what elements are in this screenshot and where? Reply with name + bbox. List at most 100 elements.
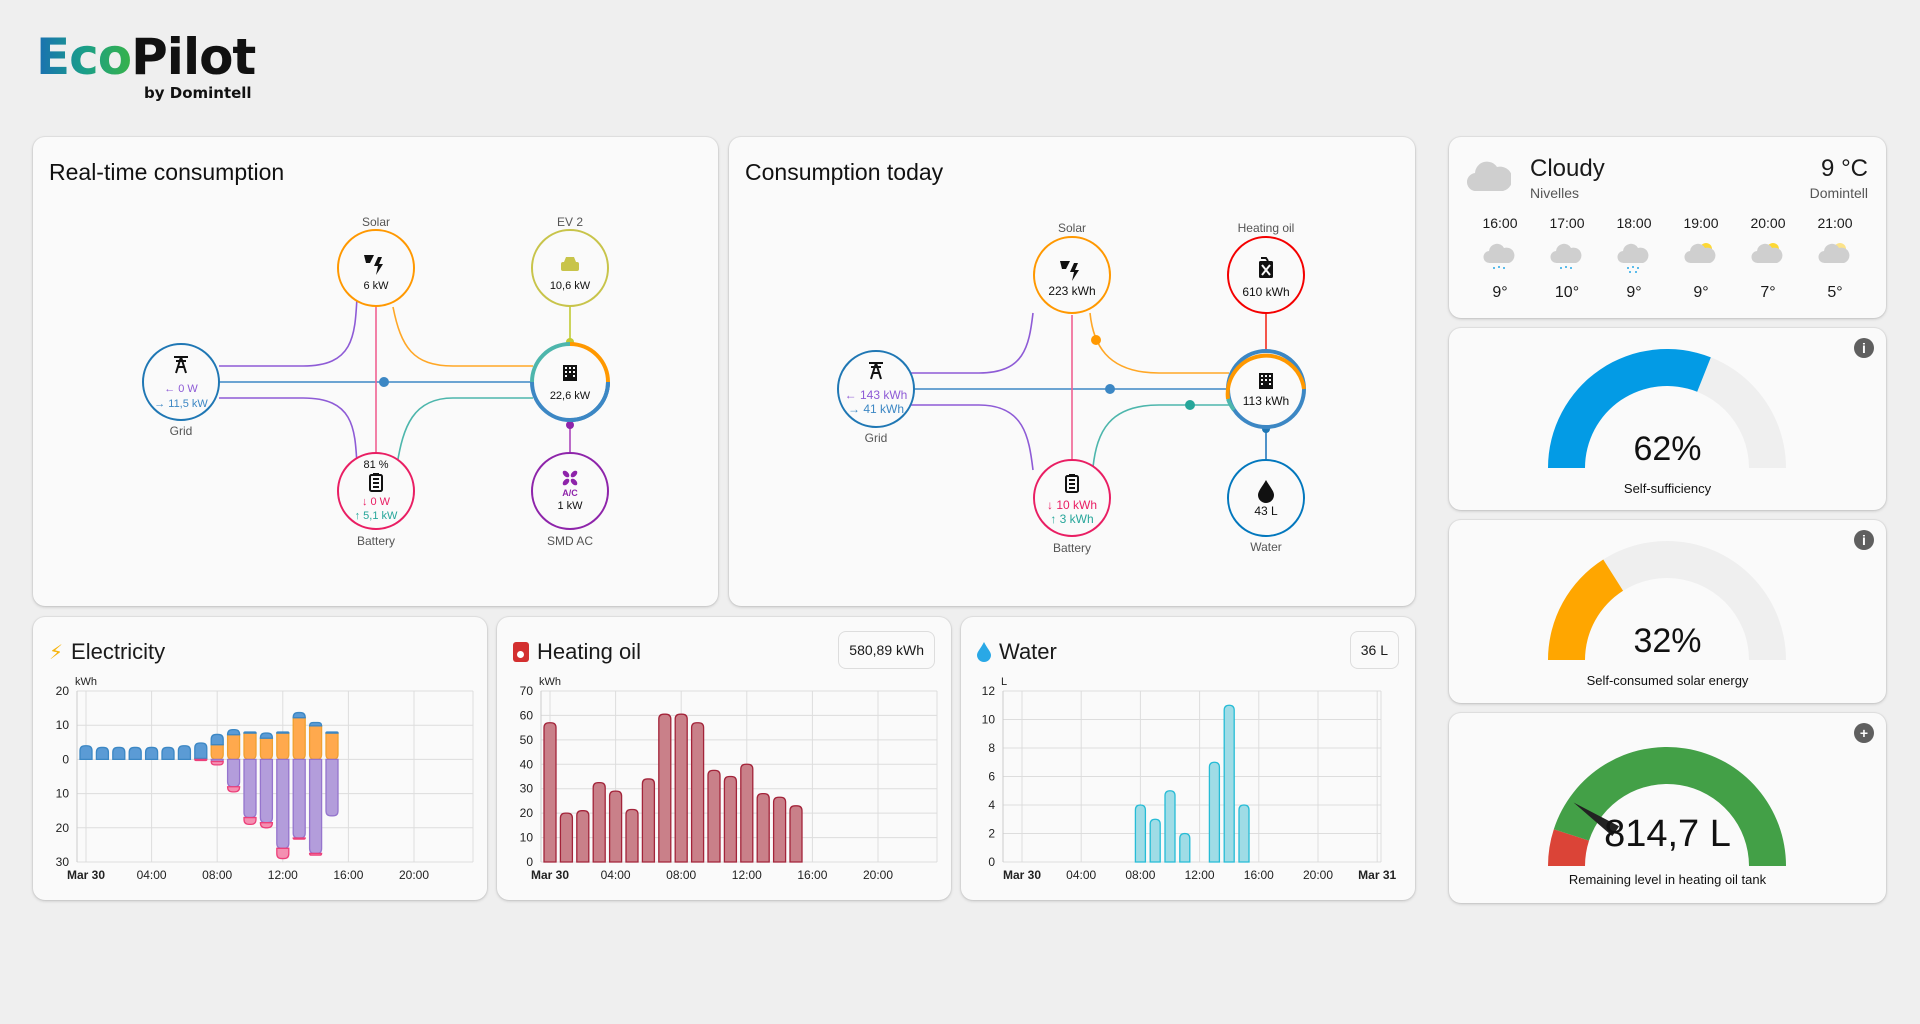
today-title: Consumption today [745, 159, 944, 185]
flow-solar-home [392, 306, 533, 367]
y-tick-label: 10 [56, 718, 70, 732]
flow-solar-home [1089, 312, 1229, 374]
self-consumed-solar-gauge [1548, 541, 1786, 660]
bar-heating-oil [740, 763, 754, 863]
y-tick-label: 20 [520, 806, 534, 820]
bar-heating-oil [707, 769, 721, 863]
oil-label: Heating oil [1238, 221, 1295, 235]
solar-value: 223 kWh [1048, 284, 1095, 298]
bar-solar [210, 744, 224, 761]
gauge-label: Remaining level in heating oil tank [1568, 872, 1767, 887]
water-value: 43 L [1254, 504, 1278, 518]
heating-oil-card: Heating oil 580,89 kWh kWh 70 60 50 40 30 20 10… [497, 617, 951, 900]
x-tick-label: 12:00 [1185, 868, 1215, 882]
gauge-fill [1548, 559, 1624, 660]
gauge-low-segment [1548, 829, 1590, 866]
y-tick-label: 40 [520, 757, 534, 771]
bar-heating-oil [608, 790, 623, 863]
flow-dot [1185, 400, 1195, 410]
flow-dot [566, 421, 574, 429]
home-ring-grid [530, 381, 610, 422]
water-total-badge[interactable]: 36 L [1349, 631, 1399, 669]
oil-value: 610 kWh [1242, 285, 1289, 299]
bar-grid-export [292, 758, 306, 839]
logo-tagline: by Domintell [144, 84, 252, 102]
grid-import: ← 143 kWh [845, 388, 908, 402]
bar-grid-export [243, 758, 257, 819]
forecast-temp: 9° [1626, 284, 1642, 301]
partly-cloudy-icon [1818, 243, 1850, 264]
grid-label: Grid [170, 424, 193, 438]
solar-power-icon [364, 255, 383, 275]
plus-icon[interactable]: + [1854, 723, 1874, 743]
x-tick-label: Mar 31 [1358, 868, 1396, 882]
solar-label: Solar [1058, 221, 1086, 235]
y-tick-label: 6 [988, 770, 995, 784]
y-tick-label: 20 [56, 821, 70, 835]
electricity-card: ⚡ Electricity kWh 20 10 0 10 20 30 Mar 30 04:00 0… [33, 617, 487, 900]
gauge-value: 62% [1633, 430, 1702, 468]
fan-icon [562, 470, 578, 486]
battery-node [1033, 459, 1111, 537]
heating-oil-level-card[interactable]: + 814,7 L Remaining level in heating oil… [1449, 713, 1886, 903]
bar-water [1164, 790, 1176, 863]
ecopilot-logo: EcoPilot by Domintell [36, 32, 256, 107]
bar-solar [292, 717, 306, 761]
axis-unit-label: L [1001, 676, 1007, 688]
forecast-time: 19:00 [1683, 215, 1719, 231]
bar-battery-charge [226, 786, 241, 793]
bar-heating-oil [641, 778, 656, 863]
bar-heating-oil [576, 810, 590, 863]
home-ring-battery [530, 342, 571, 383]
bar-solar [259, 737, 274, 761]
lightning-icon: ⚡ [49, 641, 64, 664]
y-tick-label: 10 [56, 787, 70, 801]
heating-oil-total-badge[interactable]: 580,89 kWh [838, 631, 935, 669]
bar-battery-charge [259, 822, 274, 829]
bar-grid-import [177, 745, 192, 761]
forecast-time: 16:00 [1482, 215, 1518, 231]
bar-heating-oil [625, 808, 639, 863]
x-tick-label: 12:00 [268, 868, 298, 882]
info-icon[interactable]: i [1854, 530, 1874, 550]
gauge-fill [1548, 349, 1711, 468]
flow-dot [1105, 384, 1115, 394]
water-label: Water [1250, 540, 1282, 554]
bar-solar [243, 732, 257, 761]
bar-battery-charge [308, 852, 323, 856]
bar-heating-oil [592, 781, 606, 863]
bar-grid-import [95, 746, 110, 761]
weather-forecast: 16:00 9° 17:00 10° 18:00 9° 19:00 9° 20:00 7° 21:0… [1467, 215, 1868, 302]
battery-soc: 81 % [363, 459, 388, 471]
partly-cloudy-icon [1751, 243, 1783, 264]
bar-heating-oil [543, 722, 557, 863]
x-tick-label: 04:00 [601, 868, 631, 882]
y-tick-label: 4 [988, 798, 995, 812]
water-drop-icon [1258, 480, 1274, 503]
y-tick-label: 0 [988, 855, 995, 869]
x-tick-label: 08:00 [202, 868, 232, 882]
bar-battery-charge [292, 837, 306, 840]
ev-label: EV 2 [557, 215, 583, 229]
weather-condition: Cloudy [1530, 155, 1605, 182]
forecast-time: 20:00 [1750, 215, 1786, 231]
y-tick-label: 10 [982, 713, 996, 727]
self-sufficiency-card[interactable]: i 62% Self-sufficiency [1449, 328, 1886, 510]
bar-grid-export [308, 758, 323, 855]
grid-export: → 11,5 kW [154, 398, 208, 410]
ac-icon-text: A/C [562, 488, 578, 498]
battery-out: ↑ 3 kWh [1050, 512, 1093, 526]
weather-card[interactable]: Cloudy Nivelles 9 °C Domintell 16:00 9° 17… [1449, 137, 1886, 318]
forecast-item: 17:00 10° [1534, 215, 1600, 302]
battery-label: Battery [1053, 541, 1091, 555]
battery-icon [369, 473, 383, 492]
self-consumed-solar-card[interactable]: i 32% Self-consumed solar energy [1449, 520, 1886, 703]
y-tick-label: 2 [988, 827, 995, 841]
bar-grid-export [226, 758, 241, 788]
info-icon[interactable]: i [1854, 338, 1874, 358]
x-tick-label: Mar 30 [67, 868, 105, 882]
x-tick-label: 16:00 [1244, 868, 1274, 882]
today-flow-diagram: Solar 223 kWh Heating oil 610 kWh ← 143 … [837, 221, 1306, 555]
